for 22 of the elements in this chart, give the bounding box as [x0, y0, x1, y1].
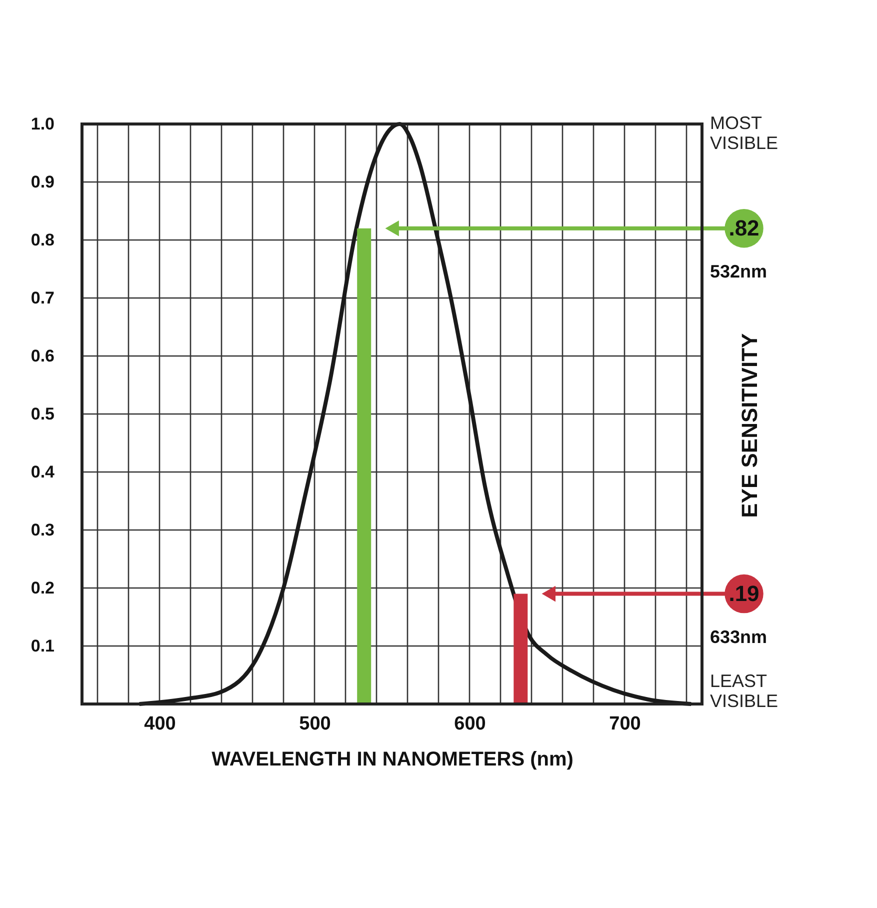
text: .19	[728, 580, 760, 606]
x-tick-label: 400	[144, 714, 176, 734]
y-tick-label: 0.4	[30, 462, 56, 482]
y-tick-label: 0.8	[30, 230, 54, 250]
y-tick-label: 0.5	[30, 404, 54, 424]
y-tick-label: 0.6	[30, 346, 54, 366]
text: .82	[728, 215, 760, 240]
text: LEAST VISIBLE	[710, 671, 778, 711]
text: 532nm	[710, 261, 768, 282]
y-tick-label: 0.9	[30, 172, 54, 192]
y-tick-label: 0.1	[30, 636, 54, 656]
x-tick-label: 700	[609, 714, 641, 734]
text: MOST VISIBLE	[710, 113, 778, 153]
x-tick-label: 500	[299, 714, 331, 734]
x-tick-label: 600	[454, 714, 486, 734]
x-axis-title: WAVELENGTH IN NANOMETERS (nm)	[212, 748, 574, 770]
text: 633nm	[710, 626, 768, 647]
y-tick-label: 0.7	[30, 288, 54, 308]
y-tick-label: 0.2	[30, 578, 54, 598]
y-tick-label: 1.0	[30, 114, 54, 134]
y-tick-label: 0.3	[30, 520, 54, 540]
y-axis-title: EYE SENSITIVITY	[737, 332, 762, 518]
